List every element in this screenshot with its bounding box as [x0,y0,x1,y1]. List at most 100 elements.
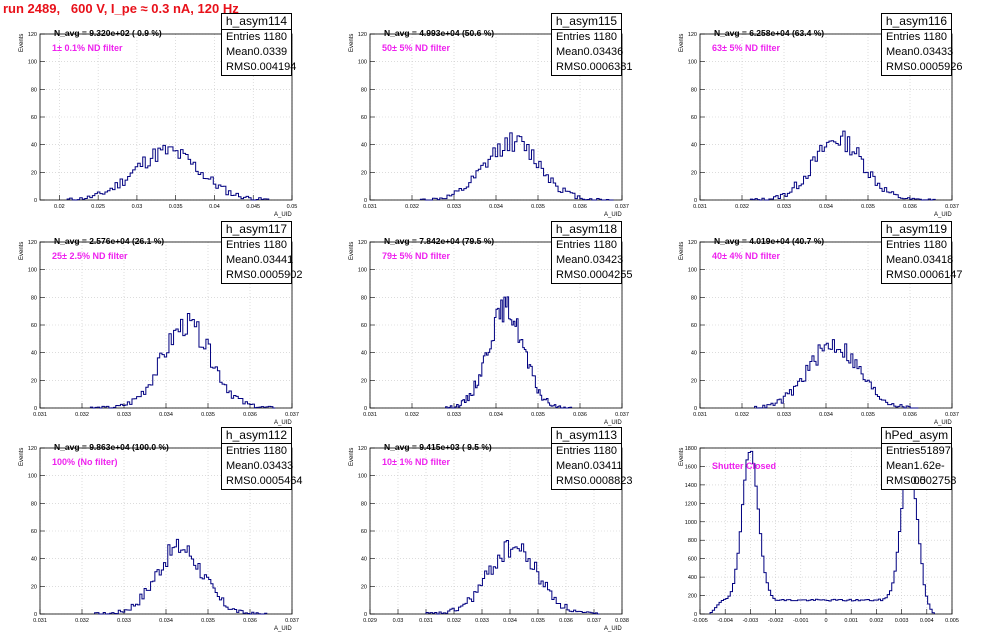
x-axis-label: A_UID [604,420,622,426]
x-tick-label: 0.033 [447,412,461,418]
x-tick-label: 0.031 [419,618,433,624]
y-tick-label: 80 [691,295,697,301]
histogram-plot: 0 20 40 60 80 100 120 0.031 0.032 0.033 0.034 0.035… [28,446,299,624]
y-tick-label: 0 [364,612,367,618]
y-axis-label: Events [19,241,25,260]
stats-row-mean: Mean 1.62e-05 [882,459,951,487]
y-tick-label: 40 [31,143,37,149]
y-tick-label: 100 [688,268,697,274]
stats-histogram-name: h_asym117 [222,222,291,238]
y-tick-label: 40 [361,351,367,357]
stats-key: Mean [226,460,254,472]
stats-entries-value: 51897 [920,445,951,457]
x-tick-label: 0 [824,618,827,624]
run-title: run 2489, 600 V, I_pe ≈ 0.3 nA, 120 Hz [3,1,239,16]
stats-rms-value: 0.0005464 [250,475,303,487]
histogram-panel-h_asym118: 0 20 40 60 80 100 120 0.031 0.032 0.033 0.034 0.035… [330,221,660,426]
histogram-line [754,339,919,409]
x-tick-label: 0.001 [844,618,858,624]
stats-histogram-name: h_asym115 [552,14,621,30]
stats-row-rms: RMS 0.002758 [882,474,956,489]
y-tick-label: 100 [28,268,37,274]
x-tick-label: 0.032 [75,412,89,418]
histogram-panel-h_asym116: 0 20 40 60 80 100 120 0.031 0.032 0.033 0.034 0.035… [660,13,990,218]
stats-rms-value: 0.004194 [250,61,297,73]
x-axis-label: A_UID [274,420,292,426]
x-tick-label: 0.037 [945,412,959,418]
y-tick-label: 80 [361,501,367,507]
y-axis-label: Events [679,447,685,466]
x-tick-label: 0.038 [615,618,629,624]
filter-label: 63± 5% ND filter [712,43,780,53]
y-axis-label: Events [349,241,355,260]
x-tick-label: 0.037 [615,412,629,418]
x-tick-label: 0.032 [405,412,419,418]
stats-key: Mean [556,254,584,266]
x-tick-label: 0.034 [819,204,833,210]
histogram-panel-h_asym115: 0 20 40 60 80 100 120 0.031 0.032 0.033 0.034 0.035… [330,13,660,218]
x-tick-label: 0.036 [573,412,587,418]
x-tick-label: -0.002 [768,618,784,624]
x-tick-label: 0.036 [573,204,587,210]
histogram-panel-h_asym114: 0 20 40 60 80 100 120 0.02 0.025 0.03 0.035 0.04 0.0… [0,13,330,218]
stats-histogram-name: h_asym119 [882,222,951,238]
stats-key: RMS [886,475,911,487]
stats-mean-value: 0.03418 [913,254,954,266]
y-tick-label: 20 [31,170,37,176]
stats-histogram-name: h_asym114 [222,14,291,30]
x-tick-label: 0.037 [285,618,299,624]
y-tick-label: 100 [358,60,367,66]
stats-row-entries: Entries 1180 [552,444,621,459]
x-tick-label: 0.035 [169,204,183,210]
histogram-line [445,296,573,409]
stats-entries-value: 1180 [593,31,617,43]
histogram-line [749,130,936,201]
stats-rms-value: 0.0004255 [580,269,633,281]
stats-entries-value: 1180 [923,31,947,43]
y-tick-label: 20 [31,584,37,590]
stats-row-mean: Mean 0.03441 [222,253,294,268]
stats-row-entries: Entries 1180 [552,30,621,45]
y-tick-label: 0 [34,198,37,204]
filter-label: 50± 5% ND filter [382,43,450,53]
stats-key: Entries [226,239,261,251]
stats-mean-value: 1.62e-05 [913,460,945,487]
navg-label: N_avg = 9.415e+03 ( 9.5 %) [384,442,492,452]
x-tick-label: 0.033 [475,618,489,624]
x-axis-label: A_UID [604,626,622,632]
x-tick-label: 0.035 [861,412,875,418]
x-tick-label: 0.031 [33,618,47,624]
stats-mean-value: 0.03423 [583,254,624,266]
x-tick-label: 0.045 [246,204,260,210]
navg-label: N_avg = 7.842e+04 (79.5 %) [384,236,495,246]
stats-mean-value: 0.0339 [253,46,288,58]
y-tick-label: 120 [28,240,37,246]
y-tick-label: 60 [31,115,37,121]
x-tick-label: 0.029 [363,618,377,624]
stats-key: RMS [556,61,581,73]
stats-key: Mean [556,460,584,472]
histogram-panel-h_asym113: 0 20 40 60 80 100 120 0.029 0.03 0.031 0.032 0.033 0… [330,427,660,632]
filter-label: 10± 1% ND filter [382,457,450,467]
stats-rms-value: 0.0008823 [580,475,633,487]
y-tick-label: 40 [361,143,367,149]
x-tick-label: 0.035 [531,204,545,210]
stats-box: h_asym118 Entries 1180 Mean 0.03423 RMS 0.0004… [551,221,632,284]
y-tick-label: 0 [694,406,697,412]
y-tick-label: 80 [361,295,367,301]
stats-row-mean: Mean 0.03423 [552,253,624,268]
x-tick-label: 0.036 [903,204,917,210]
stats-row-rms: RMS 0.0005464 [222,474,302,489]
x-tick-label: 0.03 [393,618,404,624]
stats-mean-value: 0.03441 [253,254,294,266]
x-tick-label: 0.031 [363,204,377,210]
x-tick-label: 0.035 [861,204,875,210]
y-axis-label: Events [679,33,685,52]
stats-box: hPed_asym Entries 51897 Mean 1.62e-05 RMS 0.00… [881,427,956,490]
stats-box: h_asym114 Entries 1180 Mean 0.0339 RMS 0.00419… [221,13,296,76]
stats-key: RMS [886,269,911,281]
stats-histogram-name: h_asym112 [222,428,291,444]
x-tick-label: 0.032 [75,618,89,624]
navg-label: N_avg = 9.320e+02 ( 0.9 %) [54,28,162,38]
y-tick-label: 60 [31,529,37,535]
